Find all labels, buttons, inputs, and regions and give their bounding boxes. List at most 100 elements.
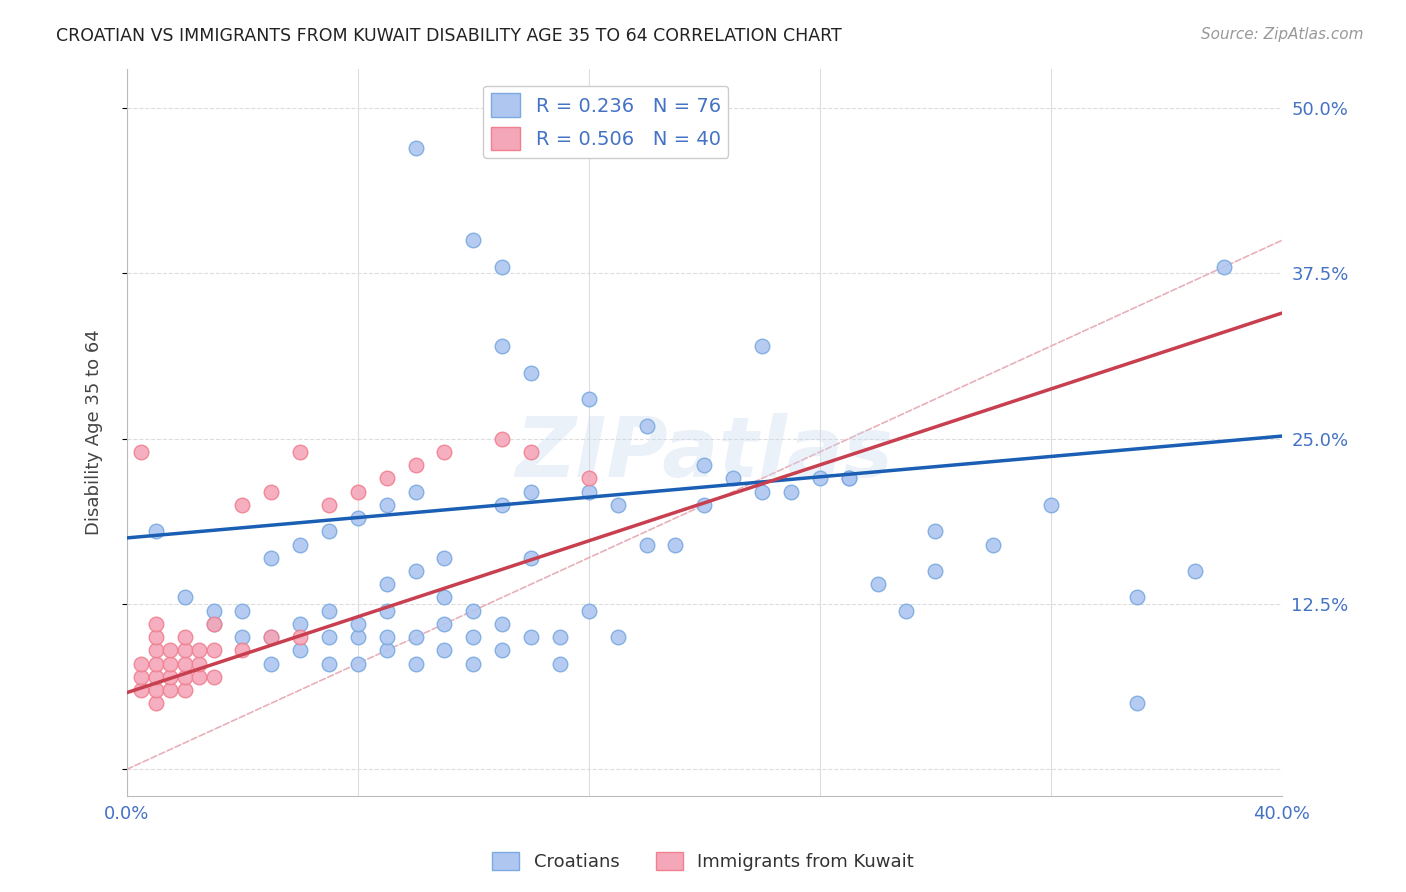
Point — [159, 683, 181, 698]
Point — [491, 432, 513, 446]
Point — [188, 643, 211, 657]
Point — [375, 577, 398, 591]
Point — [318, 657, 340, 671]
Point — [159, 657, 181, 671]
Point — [808, 471, 831, 485]
Point — [405, 564, 427, 578]
Point — [433, 616, 456, 631]
Point — [202, 616, 225, 631]
Text: ZIPatlas: ZIPatlas — [516, 414, 893, 494]
Point — [231, 630, 253, 644]
Point — [491, 260, 513, 274]
Point — [751, 339, 773, 353]
Point — [145, 630, 167, 644]
Point — [520, 484, 543, 499]
Point — [202, 616, 225, 631]
Point — [188, 657, 211, 671]
Point — [924, 524, 946, 539]
Point — [578, 392, 600, 406]
Point — [159, 643, 181, 657]
Point — [260, 484, 283, 499]
Point — [347, 657, 370, 671]
Point — [491, 643, 513, 657]
Point — [636, 418, 658, 433]
Point — [347, 511, 370, 525]
Point — [173, 630, 195, 644]
Point — [375, 498, 398, 512]
Point — [693, 458, 716, 473]
Point — [288, 537, 311, 551]
Point — [231, 498, 253, 512]
Point — [491, 616, 513, 631]
Point — [981, 537, 1004, 551]
Point — [288, 630, 311, 644]
Point — [131, 683, 153, 698]
Point — [578, 604, 600, 618]
Point — [405, 141, 427, 155]
Point — [231, 604, 253, 618]
Point — [1184, 564, 1206, 578]
Point — [173, 657, 195, 671]
Point — [288, 616, 311, 631]
Point — [347, 484, 370, 499]
Point — [664, 537, 686, 551]
Point — [173, 591, 195, 605]
Point — [433, 445, 456, 459]
Point — [1039, 498, 1062, 512]
Point — [838, 471, 860, 485]
Point — [780, 484, 803, 499]
Point — [463, 604, 485, 618]
Point — [433, 643, 456, 657]
Legend: Croatians, Immigrants from Kuwait: Croatians, Immigrants from Kuwait — [485, 845, 921, 879]
Point — [318, 498, 340, 512]
Point — [145, 670, 167, 684]
Point — [548, 657, 571, 671]
Point — [520, 445, 543, 459]
Point — [405, 630, 427, 644]
Point — [202, 643, 225, 657]
Point — [318, 524, 340, 539]
Point — [548, 630, 571, 644]
Point — [405, 484, 427, 499]
Point — [751, 484, 773, 499]
Point — [375, 643, 398, 657]
Point — [520, 550, 543, 565]
Point — [145, 657, 167, 671]
Point — [173, 683, 195, 698]
Point — [491, 339, 513, 353]
Point — [202, 604, 225, 618]
Point — [159, 670, 181, 684]
Point — [896, 604, 918, 618]
Point — [145, 683, 167, 698]
Legend: R = 0.236   N = 76, R = 0.506   N = 40: R = 0.236 N = 76, R = 0.506 N = 40 — [484, 86, 728, 158]
Point — [463, 657, 485, 671]
Point — [260, 630, 283, 644]
Point — [606, 498, 628, 512]
Point — [145, 616, 167, 631]
Point — [866, 577, 889, 591]
Point — [838, 471, 860, 485]
Point — [721, 471, 744, 485]
Point — [131, 657, 153, 671]
Point — [520, 366, 543, 380]
Point — [260, 630, 283, 644]
Point — [173, 643, 195, 657]
Point — [1213, 260, 1236, 274]
Point — [131, 670, 153, 684]
Point — [145, 696, 167, 710]
Point — [1126, 591, 1149, 605]
Point — [578, 484, 600, 499]
Point — [173, 670, 195, 684]
Point — [578, 471, 600, 485]
Point — [260, 657, 283, 671]
Point — [260, 550, 283, 565]
Point — [145, 524, 167, 539]
Point — [1126, 696, 1149, 710]
Point — [491, 498, 513, 512]
Text: CROATIAN VS IMMIGRANTS FROM KUWAIT DISABILITY AGE 35 TO 64 CORRELATION CHART: CROATIAN VS IMMIGRANTS FROM KUWAIT DISAB… — [56, 27, 842, 45]
Point — [145, 643, 167, 657]
Point — [288, 643, 311, 657]
Point — [131, 445, 153, 459]
Text: Source: ZipAtlas.com: Source: ZipAtlas.com — [1201, 27, 1364, 42]
Point — [405, 458, 427, 473]
